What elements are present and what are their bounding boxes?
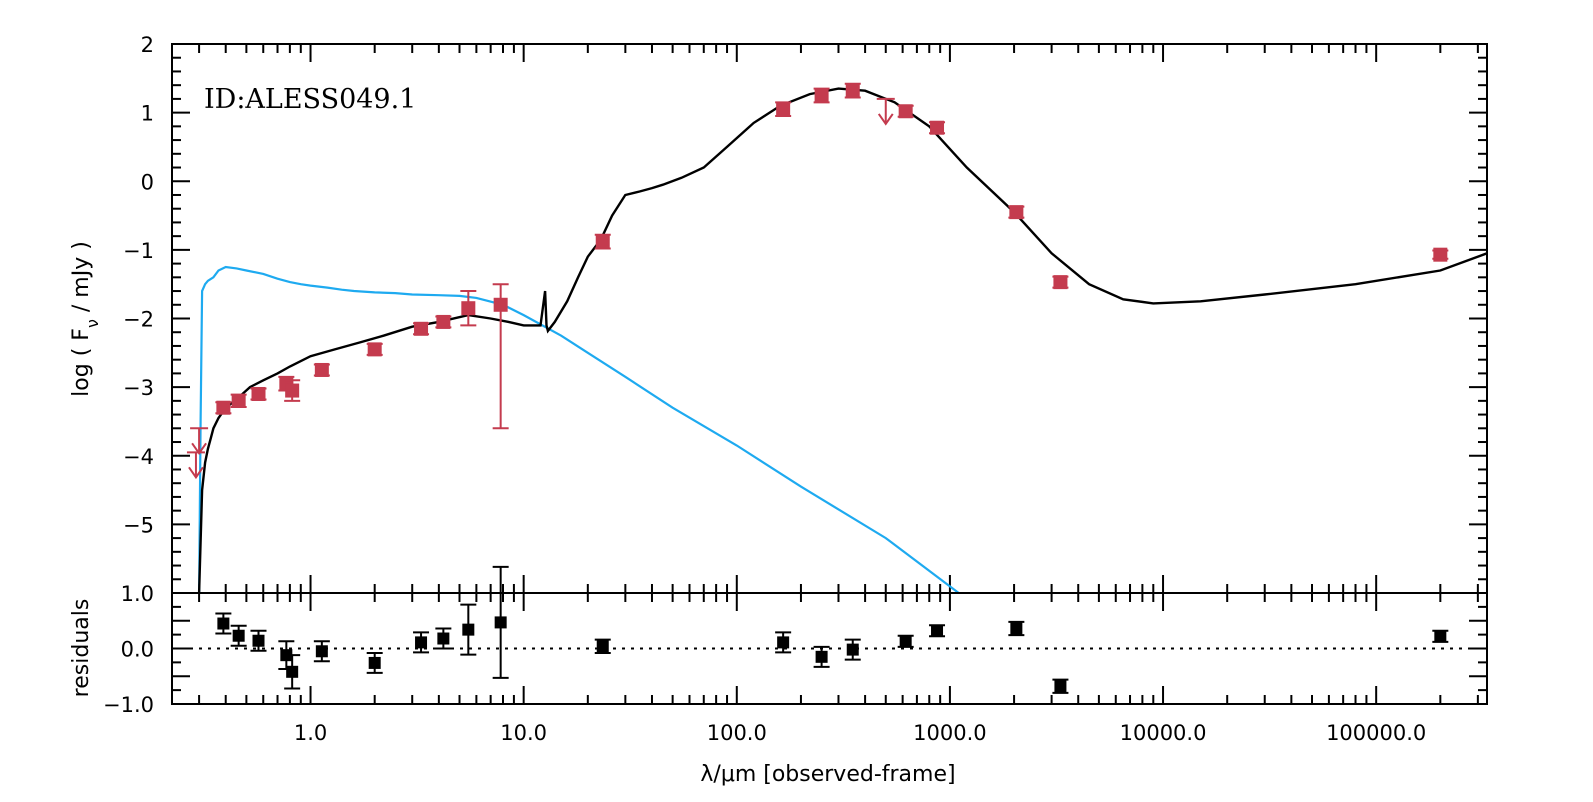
photometry-point <box>314 362 329 377</box>
residual-point <box>777 636 790 649</box>
y-tick-label: −3 <box>123 376 154 400</box>
x-tick-label: 10.0 <box>500 721 547 745</box>
y-tick-label: 2 <box>141 33 154 57</box>
photometry-point <box>1009 205 1024 220</box>
residual-point <box>899 635 912 648</box>
residual-point <box>232 629 245 642</box>
residual-y-tick-label: 1.0 <box>121 582 154 606</box>
y-tick-label: 1 <box>141 102 154 126</box>
photometry-point <box>898 104 913 119</box>
photometry-point <box>930 120 945 135</box>
x-axis-title: λ/μm [observed-frame] <box>700 762 955 787</box>
photometry-point <box>1433 247 1448 262</box>
y-axis-title-part: log ( F <box>69 328 94 397</box>
residual-axis-title: residuals <box>69 599 94 698</box>
main-panel-frame <box>171 43 1488 594</box>
photometry-point <box>1053 275 1068 290</box>
upper-limit-arrow <box>877 113 894 126</box>
residual-point <box>252 634 265 647</box>
residual-point <box>1434 630 1447 643</box>
residual-point <box>1054 680 1067 693</box>
photometry-point <box>814 88 829 103</box>
y-tick-label: 0 <box>141 170 154 194</box>
photometry-point <box>251 386 266 401</box>
residual-point <box>368 656 381 669</box>
y-tick-label: −2 <box>123 308 154 332</box>
photometry-point <box>285 383 300 398</box>
y-axis-title-part: / mJy ) <box>69 241 94 319</box>
residual-panel-ticks: 1.0 10.0 100.0 1000.0 10000.0 100000.0 1.0 0.0 −… <box>103 582 1487 745</box>
photometry-point <box>436 314 451 329</box>
residual-point <box>815 650 828 663</box>
residual-point <box>596 640 609 653</box>
y-axis-title: log ( Fν / mJy ) <box>69 241 102 397</box>
x-tick-label: 10000.0 <box>1120 721 1207 745</box>
residual-point <box>931 624 944 637</box>
x-tick-label: 100000.0 <box>1326 721 1426 745</box>
model-curves <box>197 87 1487 593</box>
photometry-point <box>367 342 382 357</box>
photometry-point <box>231 393 246 408</box>
photometry-point <box>595 234 610 249</box>
photometry-point <box>776 102 791 117</box>
stellar-unattenuated-curve <box>198 265 960 593</box>
photometry-points <box>186 82 1449 480</box>
residual-panel-frame <box>171 592 1488 705</box>
photometry-point <box>414 321 429 336</box>
main-panel-ticks: 2 1 0 −1 −2 −3 −4 −5 <box>123 33 1487 594</box>
residual-point <box>415 636 428 649</box>
residual-point <box>846 643 859 656</box>
y-tick-label: −5 <box>123 513 154 537</box>
y-tick-label: −1 <box>123 239 154 263</box>
residual-y-tick-label: 0.0 <box>121 638 154 662</box>
residual-point <box>217 617 230 630</box>
x-tick-label: 100.0 <box>707 721 767 745</box>
model-total-curve <box>197 87 1487 593</box>
residual-point <box>494 616 507 629</box>
photometry-point <box>493 297 508 312</box>
photometry-point <box>461 301 476 316</box>
residual-point <box>315 645 328 658</box>
residual-point <box>286 665 299 678</box>
photometry-point <box>845 83 860 98</box>
y-tick-label: −4 <box>123 445 154 469</box>
upper-limit-arrow <box>188 466 204 480</box>
source-id-label: ID:ALESS049.1 <box>204 84 416 115</box>
x-tick-label: 1000.0 <box>913 721 986 745</box>
photometry-point <box>216 400 231 415</box>
residual-point <box>462 623 475 636</box>
residual-point <box>437 632 450 645</box>
residual-point <box>1010 622 1023 635</box>
y-axis-title-part: ν <box>83 319 102 328</box>
x-tick-label: 1.0 <box>294 721 327 745</box>
residual-points <box>215 565 1449 694</box>
residual-y-tick-label: −1.0 <box>103 693 154 717</box>
